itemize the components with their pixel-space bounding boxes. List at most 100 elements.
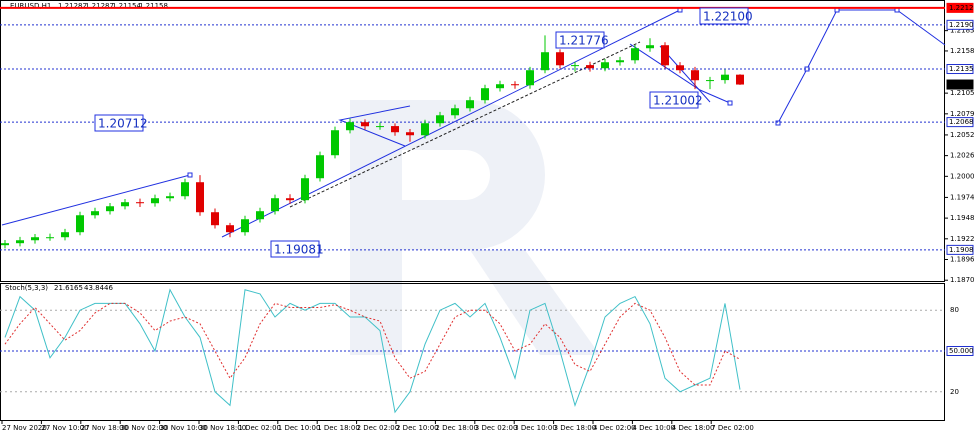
candle-body [61, 232, 69, 238]
level-box [946, 19, 974, 30]
candle-body [331, 130, 339, 156]
candle-body [721, 74, 729, 81]
candle-body [466, 100, 474, 109]
watermark [350, 100, 600, 355]
y-tick-label: 1.20525 [950, 131, 974, 139]
x-tick-label: 2 Dec 18:00 [435, 424, 478, 432]
candle-body [316, 155, 324, 179]
candle-body [226, 225, 234, 233]
y-tick-label: 1.21050 [950, 89, 974, 97]
x-tick-label: 7 Dec 02:00 [711, 424, 754, 432]
stoch-value: 21.6165 [54, 284, 83, 292]
x-tick-label: 27 Nov 10:00 [41, 424, 88, 432]
x-tick-label: 30 Nov 02:00 [120, 424, 167, 432]
x-tick-label: 3 Dec 10:00 [514, 424, 557, 432]
x-tick-label: 3 Dec 02:00 [475, 424, 518, 432]
x-tick-label: 2 Dec 02:00 [357, 424, 400, 432]
annotation: 1.19081 [274, 243, 324, 257]
x-tick-label: 4 Dec 02:00 [593, 424, 636, 432]
level-box [946, 2, 974, 13]
x-tick-label: 1 Dec 18:00 [317, 424, 360, 432]
x-tick-label: 1 Dec 02:00 [238, 424, 281, 432]
level-label: 1.21908 [949, 21, 974, 29]
candle-body [631, 48, 639, 61]
candle-body [91, 211, 99, 216]
candle-body [196, 182, 204, 213]
candle-body [346, 122, 354, 131]
main-frame [0, 0, 945, 282]
candle-body [496, 84, 504, 89]
candle-body [676, 65, 684, 71]
candle-body [1, 243, 9, 246]
x-tick-label: 27 Nov 18:00 [81, 424, 128, 432]
candle-body [391, 126, 399, 133]
candle-body [736, 74, 744, 85]
header-ohlc: 1.21282 [58, 2, 87, 10]
x-tick-label: 4 Dec 10:00 [632, 424, 675, 432]
y-tick-label: 1.20265 [950, 152, 974, 160]
candle-body [256, 211, 264, 220]
annotation: 1.21776 [559, 34, 609, 48]
candle-body [616, 60, 624, 63]
candle-body [526, 70, 534, 86]
level-box [946, 117, 974, 128]
x-tick-label: 30 Nov 18:00 [199, 424, 246, 432]
candle-body [376, 126, 384, 128]
candle-body [31, 237, 39, 241]
candle-body [421, 123, 429, 136]
y-tick-label: 1.18700 [950, 276, 974, 284]
annotation-box [94, 114, 144, 132]
stoch-line [4, 288, 741, 414]
annotation: 1.22100 [703, 10, 753, 24]
candle-body [151, 198, 159, 204]
y-tick-label: 1.19220 [950, 235, 974, 243]
candle-body [211, 212, 219, 226]
candle-body [646, 45, 654, 49]
candle-body [586, 65, 594, 69]
header-ohlc: 1.21287 [85, 2, 114, 10]
x-tick-label: 3 Dec 18:00 [554, 424, 597, 432]
candle-body [481, 88, 489, 101]
x-tick-label: 1 Dec 10:00 [278, 424, 321, 432]
candle-body [691, 70, 699, 81]
candle-body [451, 108, 459, 116]
candle-body [361, 122, 369, 127]
annotation: 1.20712 [98, 117, 148, 131]
level-label: 50.0000 [949, 347, 974, 355]
header-ohlc: 1.21158 [139, 2, 168, 10]
x-tick-label: 30 Nov 10:00 [160, 424, 207, 432]
level-label: 1.21353 [949, 65, 974, 73]
y-tick-label: 80 [950, 306, 959, 314]
candle-body [181, 182, 189, 197]
candle-body [571, 65, 579, 67]
candle-body [136, 202, 144, 204]
candle-body [271, 198, 279, 212]
annotation-box [555, 31, 605, 49]
level-label: 1.20686 [949, 118, 974, 126]
level-box [946, 346, 974, 356]
candle-body [556, 52, 564, 66]
y-tick-label: 20 [950, 388, 959, 396]
header-ohlc: 1.21154 [112, 2, 141, 10]
candle-body [76, 215, 84, 233]
candle-body [661, 45, 669, 66]
y-tick-label: 1.19480 [950, 214, 974, 222]
x-tick-label: 4 Dec 18:00 [672, 424, 715, 432]
stoch-frame [0, 283, 945, 421]
candle-body [406, 132, 414, 136]
candle-body [541, 52, 549, 71]
level-label: 1.21158 [949, 81, 974, 89]
y-tick-label: 1.20005 [950, 172, 974, 180]
annotation-box [699, 7, 749, 25]
annotation-box [649, 91, 699, 109]
level-label: 1.19081 [949, 246, 974, 254]
candle-body [16, 240, 24, 244]
candle-body [166, 196, 174, 199]
candle-body [121, 202, 129, 207]
x-tick-label: 27 Nov 2020 [2, 424, 47, 432]
y-tick-label: 1.20790 [950, 110, 974, 118]
stoch-value: 43.8446 [84, 284, 113, 292]
annotation-box [270, 240, 320, 258]
candle-body [46, 237, 54, 239]
